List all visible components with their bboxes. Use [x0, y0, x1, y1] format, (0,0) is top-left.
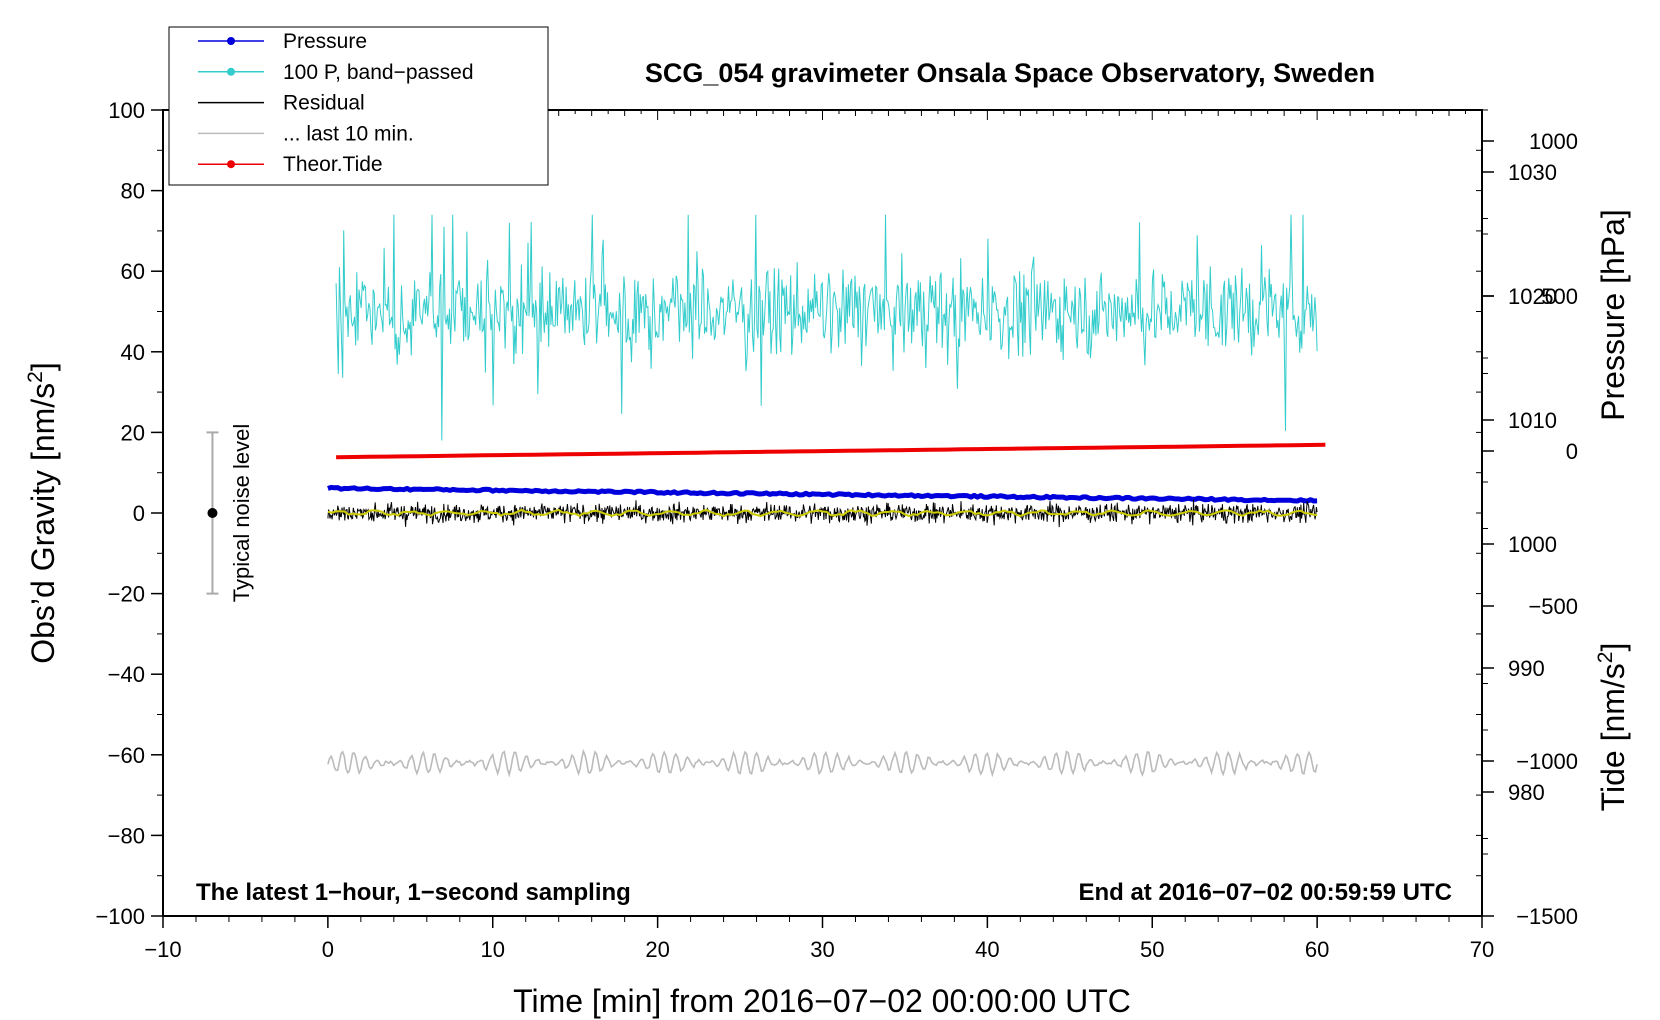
x-tick-label: 10: [481, 937, 505, 962]
series-residual-smoothed: [327, 508, 1318, 518]
x-axis-title: Time [min] from 2016−07−02 00:00:00 UTC: [513, 983, 1131, 1019]
series-pressure-bandpassed: [335, 214, 1318, 441]
y-left-title-main: Obs’d Gravity [nm/s: [25, 383, 61, 664]
y-left-axis-title: Obs’d Gravity [nm/s2]: [24, 362, 61, 664]
pressure-tick-label: 990: [1508, 656, 1545, 681]
legend-label: ... last 10 min.: [283, 122, 414, 145]
x-tick-label: 30: [810, 937, 834, 962]
y-left-tick-label: −60: [108, 743, 145, 768]
noise-label: Typical noise level: [229, 424, 254, 603]
y-left-title-close: ]: [25, 362, 61, 371]
pressure-tick-label: 1030: [1508, 160, 1557, 185]
x-tick-label: −10: [144, 937, 181, 962]
x-tick-label: 40: [975, 937, 999, 962]
x-axis: −10 0 10 20 30 40 50 60 70: [144, 916, 1494, 962]
legend-label: Theor.Tide: [283, 153, 383, 176]
series-theoretical-tide: [336, 442, 1326, 460]
y-left-axis: 100 80 60 40 20 0 −20 −40 −60 −80 −100: [95, 98, 163, 929]
legend-marker: [227, 160, 235, 169]
pressure-tick-label: 1020: [1508, 284, 1557, 309]
y-left-tick-label: 20: [121, 420, 145, 445]
tide-title-sup: 2: [1594, 652, 1617, 664]
tide-title-main: Tide [nm/s: [1595, 663, 1631, 811]
x-tick-label: 60: [1305, 937, 1329, 962]
pressure-tick-label: 1000: [1508, 532, 1557, 557]
series-pressure: [327, 484, 1318, 504]
pressure-axis-title: Pressure [hPa]: [1595, 209, 1631, 421]
annotation-end-time: End at 2016−07−02 00:59:59 UTC: [1078, 879, 1452, 906]
annotation-sampling: The latest 1−hour, 1−second sampling: [196, 879, 631, 906]
pressure-tick-label: 980: [1508, 780, 1545, 805]
x-tick-label: 70: [1470, 937, 1494, 962]
tide-tick-label: 1000: [1529, 129, 1578, 154]
y-left-tick-label: −40: [108, 662, 145, 687]
pressure-axis: 1030 1020 1010 1000 990 980: [1482, 109, 1557, 855]
tide-tick-label: 500: [1541, 284, 1578, 309]
x-tick-label: 20: [645, 937, 669, 962]
top-axis-ticks: [162, 110, 1483, 120]
legend-box: [168, 26, 549, 186]
legend-marker: [227, 37, 235, 45]
tide-axis-title: Tide [nm/s2]: [1594, 643, 1631, 812]
noise-bar: [206, 431, 219, 595]
legend-label: Residual: [283, 92, 365, 115]
y-left-tick-label: 80: [121, 179, 145, 204]
y-left-tick-label: 40: [121, 340, 145, 365]
tide-title-close: ]: [1595, 643, 1631, 652]
tide-tick-label: −1000: [1516, 749, 1578, 774]
y-left-title-sup: 2: [24, 371, 47, 383]
y-left-tick-label: 0: [133, 501, 145, 526]
tide-tick-label: −1500: [1516, 904, 1578, 929]
legend: Pressure 100 P, band−passed Residual ... la…: [168, 26, 549, 186]
tide-tick-label: 0: [1566, 439, 1578, 464]
right-axis-ticks: [1476, 109, 1482, 917]
chart-title: SCG_054 gravimeter Onsala Space Observat…: [645, 58, 1375, 88]
series-layer: [327, 214, 1326, 778]
tide-axis: 1000 500 0 −500 −1000 −1500: [1482, 129, 1578, 929]
y-left-tick-label: 60: [121, 259, 145, 284]
x-tick-label: 0: [322, 937, 334, 962]
y-left-tick-label: −20: [108, 582, 145, 607]
x-tick-label: 50: [1140, 937, 1164, 962]
y-left-tick-label: 100: [108, 98, 145, 123]
legend-marker: [227, 67, 235, 76]
y-left-tick-label: −80: [108, 823, 145, 848]
y-left-tick-label: −100: [95, 904, 145, 929]
legend-label: Pressure: [283, 30, 367, 53]
pressure-tick-label: 1010: [1508, 408, 1557, 433]
legend-label: 100 P, band−passed: [283, 61, 474, 84]
series-last-10-min: [327, 748, 1318, 778]
noise-bar-center: [207, 508, 218, 518]
tide-tick-label: −500: [1528, 594, 1578, 619]
